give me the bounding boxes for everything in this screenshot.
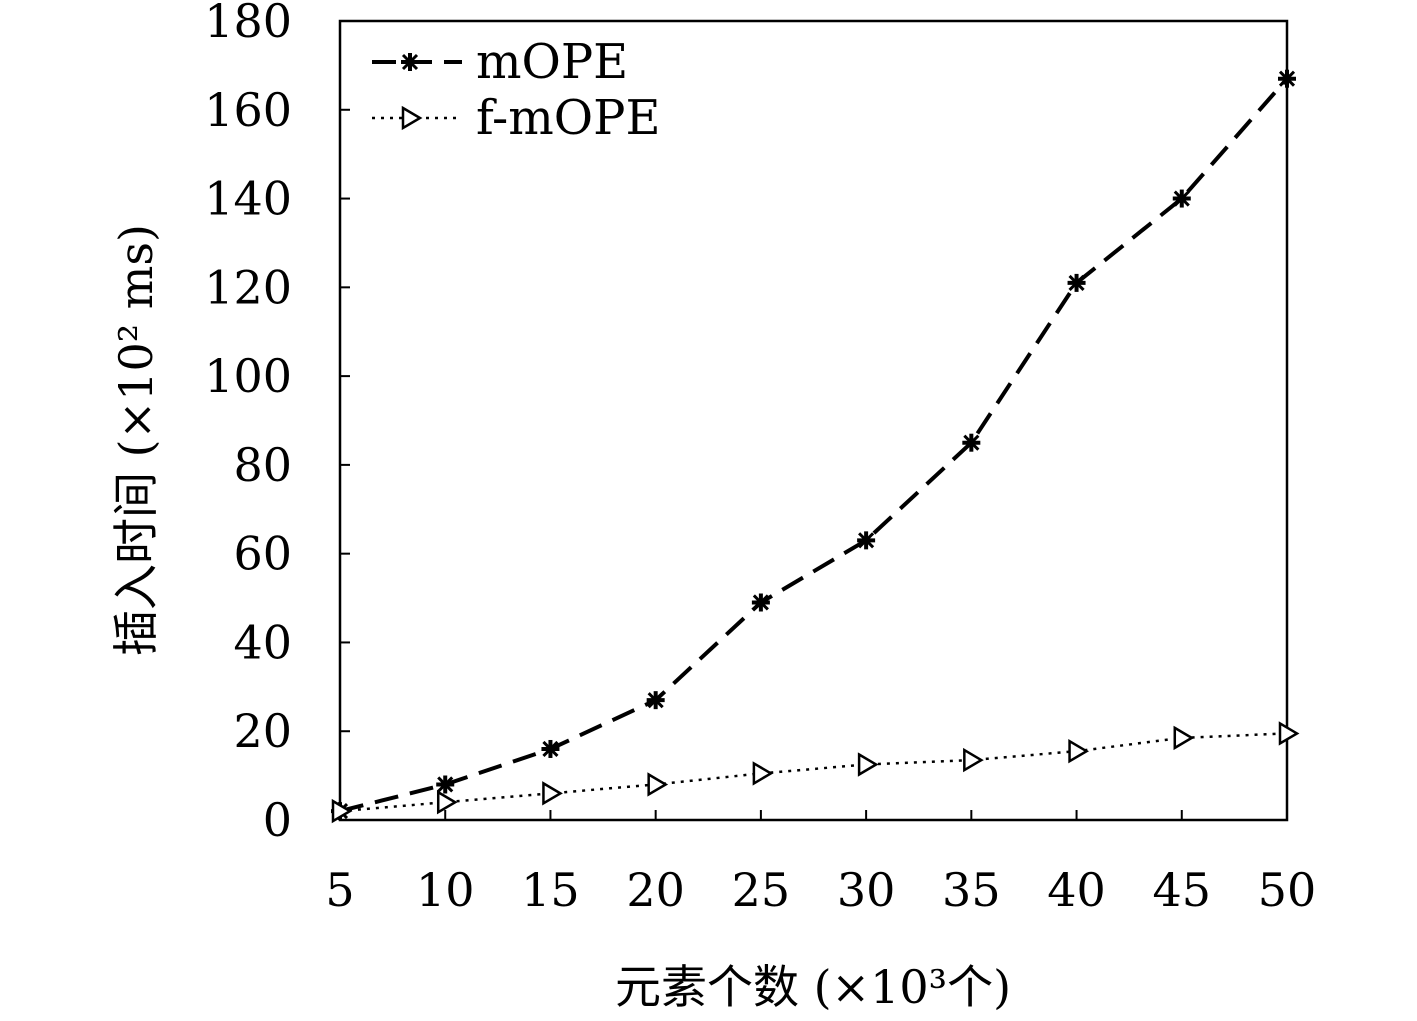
legend-label: mOPE <box>476 34 628 90</box>
star-marker <box>1278 69 1296 88</box>
y-tick-label: 120 <box>204 260 292 314</box>
legend-label: f-mOPE <box>476 90 660 146</box>
x-tick-label: 45 <box>1153 863 1212 917</box>
triangle-marker <box>542 781 563 806</box>
triangle-marker <box>1068 739 1090 764</box>
triangle-marker <box>857 752 879 777</box>
y-tick-label: 0 <box>263 793 292 847</box>
y-axis-title: 插入时间 (×10² ms) <box>109 224 163 656</box>
star-marker <box>751 593 770 612</box>
x-tick-label: 10 <box>416 863 475 917</box>
x-axis-ticks: 5 10 15 20 25 30 35 40 45 50 <box>325 810 1316 917</box>
x-tick-label: 25 <box>732 863 791 917</box>
triangle-marker <box>647 772 669 797</box>
plot-area-frame <box>338 19 1289 822</box>
triangle-marker <box>1278 721 1300 746</box>
star-marker <box>401 53 419 71</box>
y-tick-label: 80 <box>233 438 292 492</box>
x-axis-title: 元素个数 (×10³个) <box>615 960 1011 1014</box>
star-marker <box>1067 273 1086 292</box>
star-marker <box>1172 189 1191 208</box>
x-tick-label: 35 <box>942 863 1001 917</box>
x-tick-label: 15 <box>521 863 580 917</box>
series-layer <box>331 69 1300 824</box>
triangle-marker <box>436 790 458 815</box>
x-tick-label: 40 <box>1047 863 1106 917</box>
y-tick-label: 160 <box>204 83 292 137</box>
x-tick-label: 50 <box>1258 863 1317 917</box>
star-marker <box>541 739 560 758</box>
x-tick-label: 5 <box>325 863 354 917</box>
y-tick-label: 40 <box>233 615 292 669</box>
star-marker <box>857 531 876 550</box>
y-tick-label: 100 <box>204 349 292 403</box>
x-tick-label: 20 <box>626 863 685 917</box>
star-marker <box>436 775 455 794</box>
triangle-marker <box>963 747 984 773</box>
triangle-marker <box>752 761 774 786</box>
star-marker <box>646 691 665 710</box>
triangle-marker <box>331 798 353 824</box>
series-line-f-mope <box>339 732 1288 813</box>
x-tick-label: 30 <box>837 863 896 917</box>
y-tick-label: 180 <box>204 0 292 48</box>
y-axis-ticks: 0 20 40 60 80 100 120 140 160 180 <box>204 0 350 847</box>
series-line-mope <box>339 77 1289 814</box>
y-tick-label: 60 <box>233 527 292 581</box>
star-marker <box>962 433 981 452</box>
triangle-marker <box>1173 725 1195 751</box>
triangle-marker <box>401 105 423 131</box>
y-tick-label: 20 <box>233 704 292 758</box>
y-tick-label: 140 <box>204 172 292 226</box>
